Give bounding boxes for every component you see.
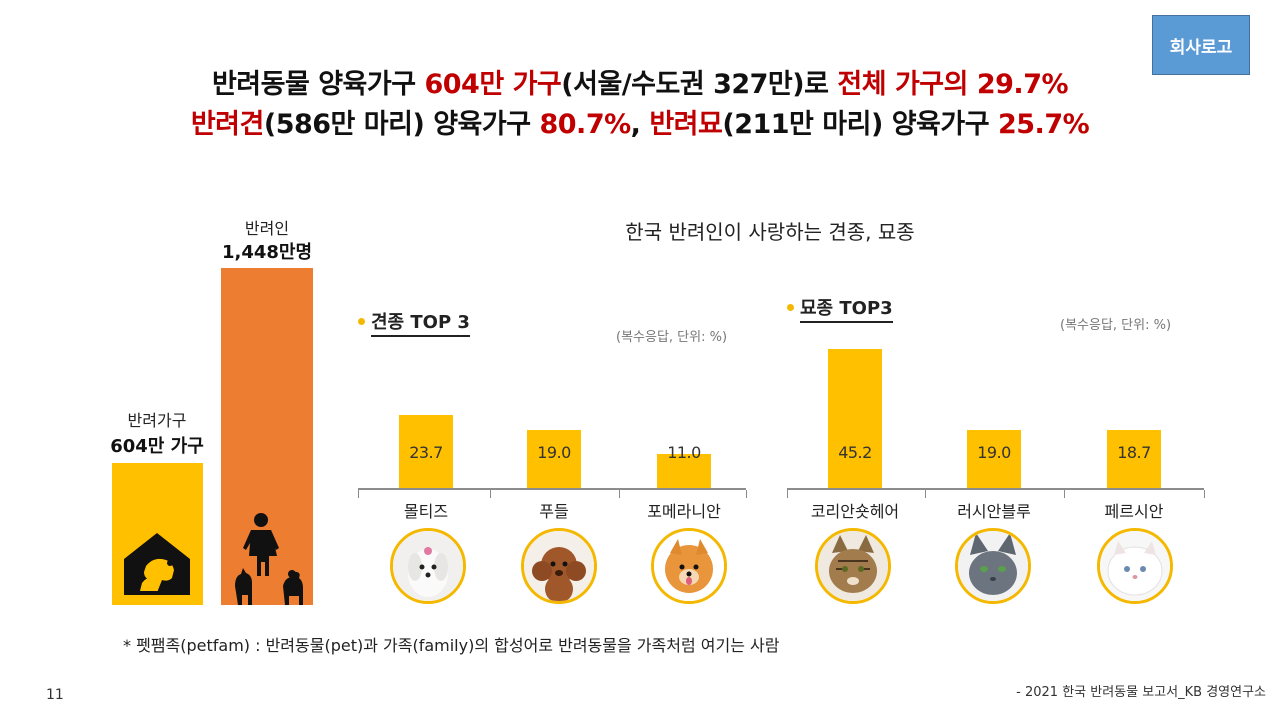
dog-unit-note: (복수응답, 단위: %) [616, 330, 728, 345]
dog-bar [399, 415, 453, 488]
cat-chart-baseline [787, 488, 1204, 490]
dog-section-bullet [358, 318, 365, 325]
headline-segment: 반려동물 양육가구 [211, 69, 425, 100]
dog-category-label: 포메라니안 [647, 502, 721, 521]
headline-line-1: 반려동물 양육가구 604만 가구(서울/수도권 327만)로 전체 가구의 2… [0, 62, 1280, 101]
korean-shorthair-photo [815, 528, 891, 604]
headline-segment: , [630, 109, 650, 140]
households-bar [112, 463, 203, 605]
page-number: 11 [46, 687, 64, 703]
maltese-photo [390, 528, 466, 604]
person-with-pets-icon [235, 513, 303, 605]
company-logo-placeholder: 회사로고 [1152, 15, 1250, 75]
people-bar [221, 268, 313, 605]
cat-category-label: 코리안숏헤어 [810, 502, 900, 521]
cat-bar [1107, 430, 1161, 488]
cat-section-bullet [787, 304, 794, 311]
dog-chart-tick [619, 490, 620, 498]
pet-house-icon [124, 533, 190, 595]
cat-bar-value-label: 19.0 [977, 443, 1011, 462]
source-citation: - 2021 한국 반려동물 보고서_KB 경영연구소 [1016, 685, 1266, 700]
headline-segment: (서울/수도권 327만)로 [561, 69, 838, 100]
poodle-photo [521, 528, 597, 604]
dog-chart-baseline [358, 488, 746, 490]
cat-chart-tick [787, 490, 788, 498]
headline-segment: 25.7% [997, 109, 1090, 140]
headline-segment: 전체 가구의 29.7% [837, 69, 1069, 100]
headline-segment: 80.7% [539, 109, 631, 140]
dog-category-label: 푸들 [539, 502, 569, 521]
cat-unit-note: (복수응답, 단위: %) [1060, 318, 1172, 333]
dog-bar [527, 430, 581, 488]
people-value: 1,448만명 [221, 242, 313, 263]
pomeranian-photo [651, 528, 727, 604]
persian-photo [1097, 528, 1173, 604]
headline-segment: (211만 마리) 양육가구 [722, 109, 998, 140]
dog-chart-tick [746, 490, 747, 498]
cat-section-heading: 묘종 TOP3 [800, 294, 893, 323]
headline-segment: 반려견 [190, 109, 265, 140]
cat-chart-tick [1064, 490, 1065, 498]
breed-chart-title: 한국 반려인이 사랑하는 견종, 묘종 [625, 220, 915, 244]
cat-bar-value-label: 45.2 [838, 443, 872, 462]
cat-bar [967, 430, 1021, 488]
dog-chart-tick [490, 490, 491, 498]
dog-category-label: 몰티즈 [403, 502, 449, 521]
dog-bar-value-label: 23.7 [409, 443, 443, 462]
cat-bar-value-label: 18.7 [1117, 443, 1151, 462]
headline-segment: (586만 마리) 양육가구 [263, 109, 540, 140]
households-value: 604만 가구 [110, 436, 204, 457]
petfam-footnote: * 펫팸족(petfam) : 반려동물(pet)과 가족(family)의 합… [123, 636, 780, 655]
headline-line-2: 반려견(586만 마리) 양육가구 80.7%, 반려묘(211만 마리) 양육… [0, 102, 1280, 141]
cat-category-label: 페르시안 [1104, 502, 1164, 521]
dog-chart-tick [358, 490, 359, 498]
dog-bar [657, 454, 711, 488]
cat-chart-tick [925, 490, 926, 498]
dog-section-heading: 견종 TOP 3 [371, 308, 470, 337]
cat-bar [828, 349, 882, 488]
headline-segment: 604만 가구 [424, 69, 562, 100]
dog-bar-value-label: 19.0 [537, 443, 571, 462]
people-label: 반려인 [244, 219, 290, 238]
households-label: 반려가구 [127, 411, 187, 430]
russian-blue-photo [955, 528, 1031, 604]
headline-segment: 반려묘 [649, 109, 723, 140]
cat-category-label: 러시안블루 [957, 502, 1031, 521]
dog-bar-value-label: 11.0 [667, 443, 701, 462]
cat-chart-tick [1204, 490, 1205, 498]
